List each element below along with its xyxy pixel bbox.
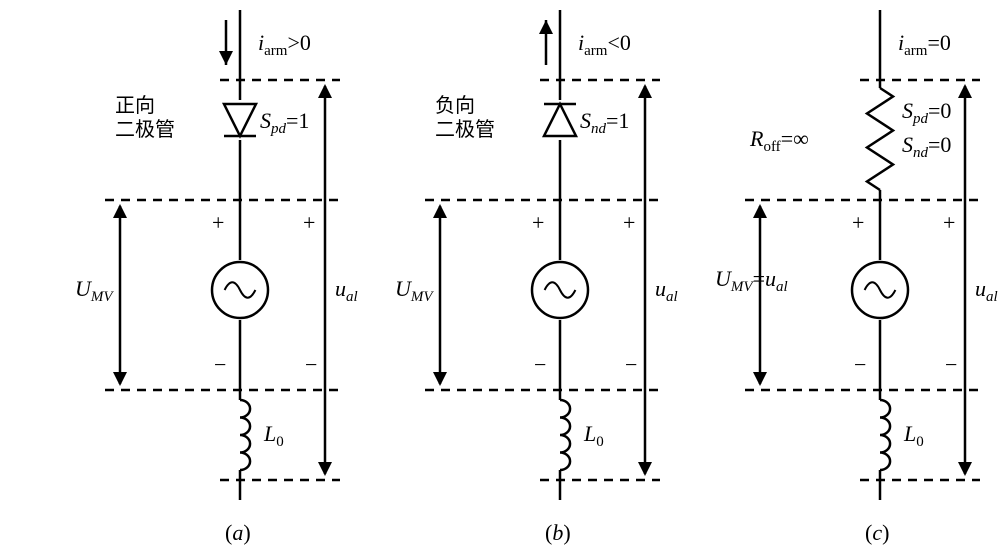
ual-plus: + <box>303 210 315 235</box>
umv-label: UMV <box>395 276 434 305</box>
switch-nd: Snd=0 <box>902 132 951 161</box>
umv-label: UMV=ual <box>715 266 788 295</box>
r-off-label: Roff=∞ <box>749 126 809 155</box>
src-plus: + <box>212 210 224 235</box>
inductor-label: L0 <box>263 421 284 450</box>
ual-label: ual <box>655 276 678 305</box>
i-arm-label: iarm>0 <box>258 30 311 59</box>
src-plus: + <box>852 210 864 235</box>
i-arm-label: iarm=0 <box>898 30 951 59</box>
ual-label: ual <box>975 276 998 305</box>
diode-cn-label: 二极管 <box>435 118 495 141</box>
ual-plus: + <box>943 210 955 235</box>
caption: (b) <box>545 520 571 545</box>
ual-minus: − <box>625 352 637 377</box>
diode-cn-label: 负向 <box>435 94 475 117</box>
src-minus: − <box>214 352 226 377</box>
panel-b: iarm<0 负向二极管 Snd=1 + − UMV + − ual L0 (b) <box>395 10 678 545</box>
src-minus: − <box>854 352 866 377</box>
ual-plus: + <box>623 210 635 235</box>
switch-nd: Snd=1 <box>580 108 629 137</box>
inductor-label: L0 <box>903 421 924 450</box>
panel-c: iarm=0 Roff=∞ Spd=0 Snd=0 + − UMV=ual + − ual L0 (c… <box>715 10 998 545</box>
i-arm-label: iarm<0 <box>578 30 631 59</box>
diode-cn-label: 正向 <box>115 94 155 117</box>
ual-minus: − <box>945 352 957 377</box>
panel-a: iarm>0 正向二极管 Spd=1 + − UMV + − ual L0 (a) <box>75 10 358 545</box>
umv-label: UMV <box>75 276 114 305</box>
ual-label: ual <box>335 276 358 305</box>
inductor-label: L0 <box>583 421 604 450</box>
caption: (c) <box>865 520 889 545</box>
src-plus: + <box>532 210 544 235</box>
switch-pd: Spd=1 <box>260 108 309 137</box>
src-minus: − <box>534 352 546 377</box>
caption: (a) <box>225 520 251 545</box>
switch-pd: Spd=0 <box>902 98 951 127</box>
diode-cn-label: 二极管 <box>115 118 175 141</box>
ual-minus: − <box>305 352 317 377</box>
